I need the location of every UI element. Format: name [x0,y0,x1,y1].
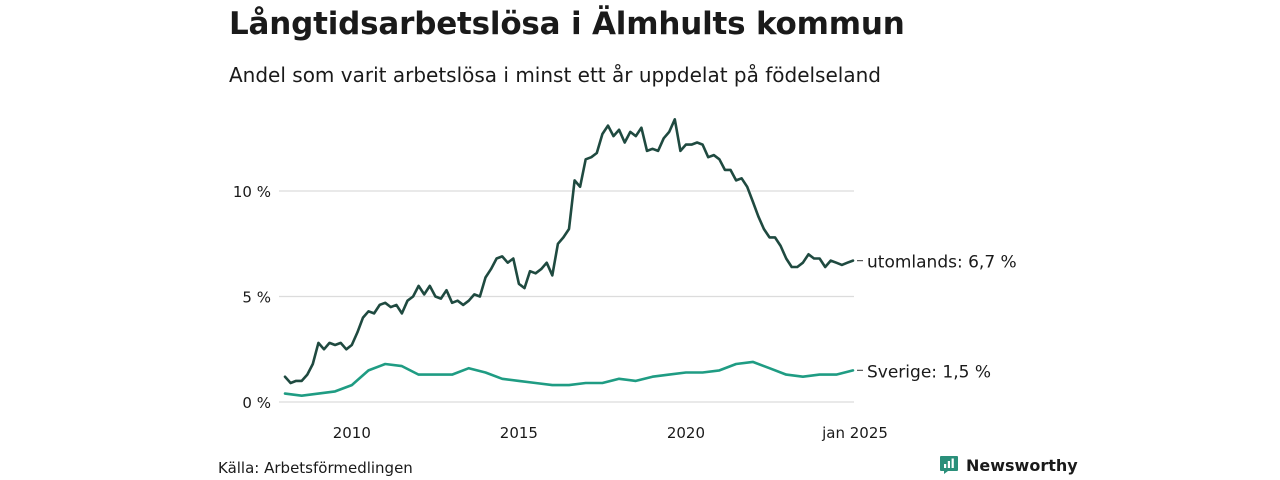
x-axis-labels: 2010 2015 2020 jan 2025 [333,424,888,442]
end-label-utomlands: utomlands: 6,7 % [867,253,1017,273]
chart-title: Långtidsarbetslösa i Älmhults kommun [229,6,905,42]
series-lines [283,118,855,397]
end-label-sverige: Sverige: 1,5 % [867,362,991,382]
x-tick-label: 2020 [667,424,705,442]
grid-lines [279,190,854,403]
x-tick-label: jan 2025 [821,424,888,442]
series-line-sverige [283,360,855,397]
y-tick-label: 0 % [242,394,271,412]
y-tick-label: 10 % [233,183,271,201]
source-note: Källa: Arbetsförmedlingen [218,459,413,477]
y-axis-labels: 0 % 5 % 10 % [233,183,271,412]
y-tick-label: 5 % [242,289,271,307]
series-line-utomlands [283,118,855,385]
brand-logo: Newsworthy [939,455,1078,475]
bar-chart-badge-icon [940,456,958,474]
x-tick-label: 2010 [333,424,371,442]
series-end-labels: utomlands: 6,7 % Sverige: 1,5 % [857,253,1017,382]
chart-subtitle: Andel som varit arbetslösa i minst ett å… [229,63,881,87]
brand-name: Newsworthy [966,455,1078,475]
x-tick-label: 2015 [500,424,538,442]
